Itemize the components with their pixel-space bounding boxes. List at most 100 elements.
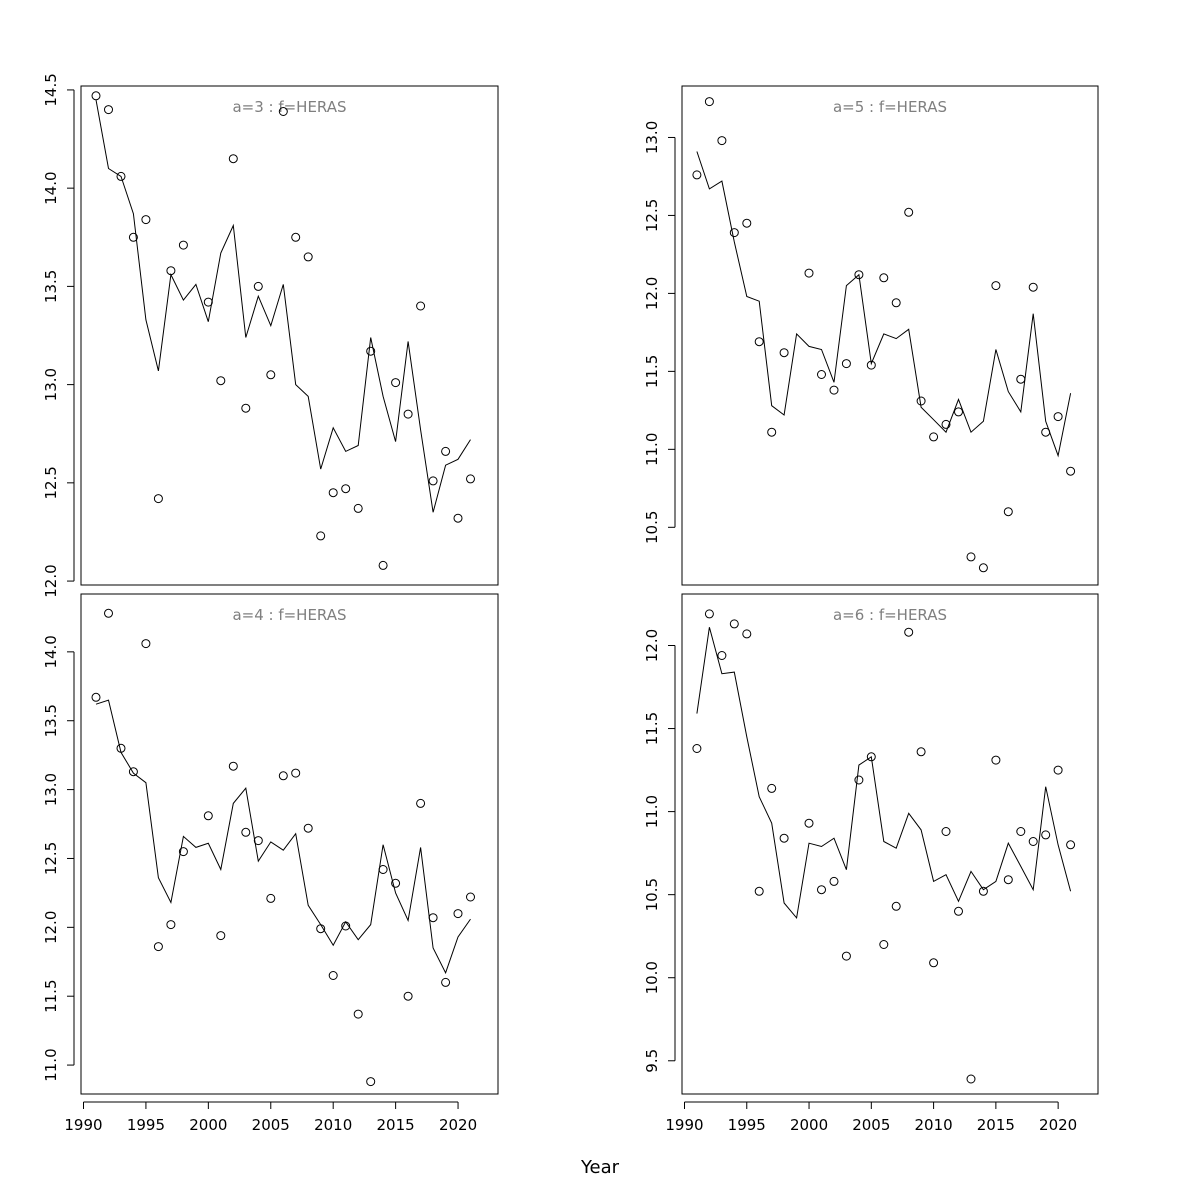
observed-point: [692, 744, 702, 753]
observed-point: [754, 886, 764, 896]
observed-point: [941, 827, 951, 836]
observed-point: [804, 818, 814, 828]
observed-point: [991, 755, 1001, 765]
observed-point: [767, 783, 777, 793]
observed-point: [391, 378, 401, 388]
y-tick-label: 11.0: [42, 1048, 60, 1081]
y-tick-label: 13.5: [42, 270, 60, 303]
observed-point: [767, 427, 777, 437]
y-tick-label: 11.0: [643, 795, 661, 828]
observed-point: [929, 432, 939, 442]
fitted-line: [696, 151, 1072, 458]
x-tick-label: 2020: [1039, 1116, 1077, 1134]
observed-point: [466, 892, 475, 902]
observed-point: [1053, 765, 1063, 775]
x-tick-label: 2000: [790, 1116, 828, 1134]
observed-point: [141, 639, 151, 649]
observed-point: [779, 348, 789, 358]
y-tick-label: 14.0: [42, 635, 60, 668]
y-tick-label: 10.0: [643, 961, 661, 994]
observed-point: [366, 1077, 376, 1087]
observed-point: [178, 847, 188, 857]
x-axis-title: Year: [580, 1157, 620, 1178]
observed-point: [116, 171, 126, 181]
y-tick-label: 9.5: [643, 1049, 661, 1073]
fitted-line: [696, 627, 1072, 920]
observed-point: [403, 991, 413, 1001]
x-tick-label: 2005: [252, 1116, 290, 1134]
y-tick-label: 13.0: [42, 368, 60, 401]
observed-point: [391, 878, 401, 888]
x-tick-label: 1990: [64, 1116, 102, 1134]
observed-point: [316, 531, 326, 541]
observed-point: [742, 629, 752, 639]
panel-top-right: 10.5 11.0 11.5 12.0 12.5 13.0 a=5 : f=HERAS: [643, 85, 1099, 586]
observed-point: [416, 798, 426, 808]
observed-point: [241, 827, 251, 837]
y-tick-label: 12.0: [643, 629, 661, 662]
panel-frame: [681, 593, 1099, 1095]
panel-bottom-left: 11.0 11.5 12.0 12.5 13.0 13.5 14.0 1990 1995 2000…: [42, 593, 499, 1134]
observed-point: [378, 560, 388, 570]
observed-point: [353, 503, 363, 513]
observed-point: [854, 270, 864, 280]
observed-point: [303, 823, 313, 833]
y-tick-label: 12.5: [42, 466, 60, 499]
observed-point: [253, 281, 263, 291]
x-tick-label: 1990: [665, 1116, 703, 1134]
observed-point: [704, 609, 714, 619]
y-tick-label: 12.5: [42, 842, 60, 875]
y-tick-label: 14.0: [42, 171, 60, 204]
observed-point: [153, 494, 163, 504]
observed-point: [91, 91, 101, 101]
observed-point: [178, 240, 188, 250]
observed-point: [153, 942, 163, 952]
x-tick-label: 2020: [439, 1116, 477, 1134]
x-tick-label: 2010: [314, 1116, 352, 1134]
observed-point: [366, 346, 376, 356]
observed-point: [1003, 875, 1013, 885]
observed-point: [266, 370, 276, 380]
plot-layer: 12.0 12.5 13.0 13.5 14.0 14.5 a=3 : f=HERAS 10.…: [42, 73, 1099, 1134]
observed-point: [829, 876, 839, 886]
observed-point: [1066, 466, 1076, 476]
observed-point: [817, 370, 826, 379]
y-tick-label: 11.0: [643, 433, 661, 466]
observed-point: [904, 627, 914, 637]
observed-point: [291, 232, 301, 242]
observed-point: [1003, 507, 1013, 517]
observed-point: [891, 298, 901, 308]
observed-point: [203, 811, 213, 821]
observed-point: [104, 105, 113, 115]
fitted-line: [95, 99, 471, 513]
fitted-line: [95, 699, 471, 975]
observed-point: [441, 446, 451, 456]
x-tick-label: 2005: [852, 1116, 890, 1134]
observed-point: [128, 767, 138, 777]
observed-point: [328, 488, 338, 498]
observed-point: [729, 228, 739, 238]
observed-point: [328, 971, 338, 980]
panel-title: a=6 : f=HERAS: [833, 606, 947, 624]
observed-point: [929, 958, 939, 968]
observed-point: [1016, 374, 1026, 384]
observed-point: [278, 771, 288, 781]
observed-point: [91, 692, 101, 702]
observed-point: [241, 403, 251, 413]
y-tick-label: 13.0: [42, 773, 60, 806]
y-tick-label: 11.5: [643, 712, 661, 745]
panel-frame: [681, 85, 1099, 586]
observed-point: [954, 906, 963, 916]
observed-point: [403, 409, 413, 419]
observed-point: [916, 747, 926, 757]
panel-top-left: 12.0 12.5 13.0 13.5 14.0 14.5 a=3 : f=HERAS: [42, 73, 499, 598]
observed-point: [754, 337, 764, 347]
panel-title: a=5 : f=HERAS: [833, 98, 947, 116]
observed-point: [453, 909, 463, 919]
observed-point: [1016, 827, 1026, 836]
y-tick-label: 13.0: [643, 121, 661, 154]
y-tick-label: 11.5: [42, 980, 60, 1013]
observed-point: [729, 619, 739, 629]
x-tick-label: 1995: [127, 1116, 165, 1134]
panel-title: a=3 : f=HERAS: [232, 98, 346, 116]
